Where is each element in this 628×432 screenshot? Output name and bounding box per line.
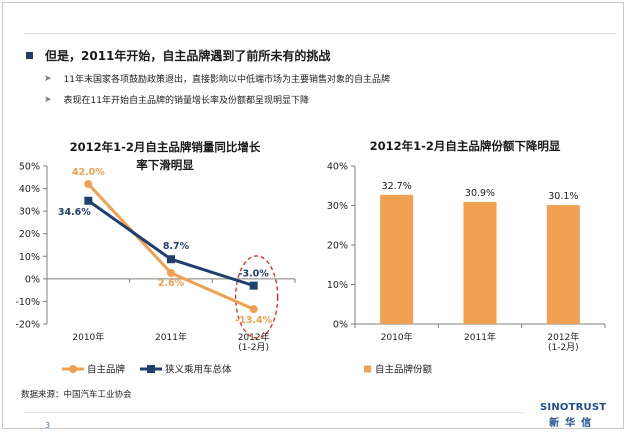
logo-chinese: 新华信 — [549, 418, 598, 429]
legend-label-1: 自主品牌 — [87, 364, 126, 376]
bar-chart: 0% 10% 20% 30% 40% 32.7% 30.9% 30.1% 2010年 2011年 2… — [327, 162, 606, 376]
line-chart-title: 2012年1-2月自主品牌销量同比增长 率下滑明显 — [40, 138, 290, 174]
y-tick-label: 50% — [19, 162, 40, 173]
bullet-square-icon — [26, 52, 33, 59]
line-chart-title-line-1: 2012年1-2月自主品牌销量同比增长 — [69, 140, 261, 154]
data-label: -13.4% — [235, 315, 272, 326]
sub-point-text-2: 表现在11年开始自主品牌的销量增长率及份额都呈现明显下降 — [63, 96, 310, 106]
data-label: 2.6% — [158, 278, 185, 289]
bar — [546, 205, 580, 324]
main-point-text: 但是，2011年开始，自主品牌遇到了前所未有的挑战 — [45, 49, 331, 63]
sub-point-text-1: 11年末国家各项鼓励政策退出，直接影响以中低端市场为主要销售对象的自主品牌 — [63, 75, 391, 85]
series-1-point — [167, 268, 175, 277]
y-tick-label: 40% — [19, 184, 40, 195]
data-source: 数据来源：中国汽车工业协会 — [21, 390, 132, 400]
page-number: 3 — [45, 421, 51, 430]
y-tick-label: 10% — [19, 252, 40, 263]
y-tick-label: -10% — [15, 297, 40, 308]
header-divider — [24, 33, 616, 34]
bar-chart-title: 2012年1-2月自主品牌份额下降明显 — [369, 139, 561, 153]
series-2-point — [249, 281, 258, 290]
series-2-point — [84, 196, 93, 205]
data-label: 42.0% — [72, 167, 105, 178]
logo-english: SINOTRUST — [540, 402, 607, 413]
slide-frame — [2, 2, 624, 429]
sub-bullet-2: ➤ 表现在11年开始自主品牌的销量增长率及份额都呈现明显下降 — [44, 93, 310, 107]
series-1-point — [249, 305, 258, 314]
data-label: 34.6% — [58, 207, 91, 218]
legend-marker-1 — [69, 365, 77, 373]
x-tick-label: 2011年 — [464, 331, 496, 343]
line-chart-title-line-2: 率下滑明显 — [136, 158, 194, 172]
highlight-ellipse — [235, 255, 279, 339]
main-bullet: 但是，2011年开始，自主品牌遇到了前所未有的挑战 — [26, 47, 330, 64]
y-tick-label: 40% — [327, 162, 348, 173]
series-1-point — [84, 180, 93, 189]
legend-label-2: 狭义乘用车总体 — [165, 364, 232, 376]
legend-marker — [364, 365, 371, 373]
legend-marker-2 — [147, 365, 155, 373]
x-tick-label: 2010年 — [381, 331, 413, 343]
footer-divider — [24, 412, 524, 413]
data-label: 8.7% — [163, 241, 190, 252]
bar — [463, 201, 497, 324]
bar — [380, 194, 414, 324]
y-tick-label: 20% — [19, 229, 40, 240]
y-tick-label: 0% — [25, 274, 40, 285]
sub-bullet-1: ➤ 11年末国家各项鼓励政策退出，直接影响以中低端市场为主要销售对象的自主品牌 — [44, 72, 391, 86]
x-tick-label: 2010年 — [72, 331, 104, 343]
legend-label: 自主品牌份额 — [375, 364, 433, 376]
data-label: -3.0% — [239, 269, 270, 280]
y-tick-label: 30% — [19, 207, 40, 218]
sinotrust-logo: SINOTRUST 新华信 — [540, 402, 606, 429]
series-2-point — [167, 255, 175, 264]
x-tick-label: 2011年 — [155, 331, 187, 343]
y-tick-label: 20% — [327, 241, 348, 252]
arrow-bullet-icon: ➤ — [44, 94, 52, 105]
x-tick-label: 2012年(1-2月) — [238, 331, 270, 353]
y-tick-label: 30% — [327, 201, 348, 212]
y-tick-label: 0% — [333, 320, 348, 331]
arrow-bullet-icon: ➤ — [44, 73, 52, 84]
y-tick-label: -20% — [15, 320, 40, 331]
x-tick-label: 2012年(1-2月) — [547, 331, 579, 353]
data-label: 30.1% — [548, 191, 578, 202]
data-label: 32.7% — [382, 181, 412, 192]
data-label: 30.9% — [465, 188, 495, 199]
y-tick-label: 10% — [327, 280, 348, 291]
line-chart: -20% -10% 0% 10% 20% 30% 40% 50% 2010年 2011年 2012年… — [15, 162, 296, 376]
